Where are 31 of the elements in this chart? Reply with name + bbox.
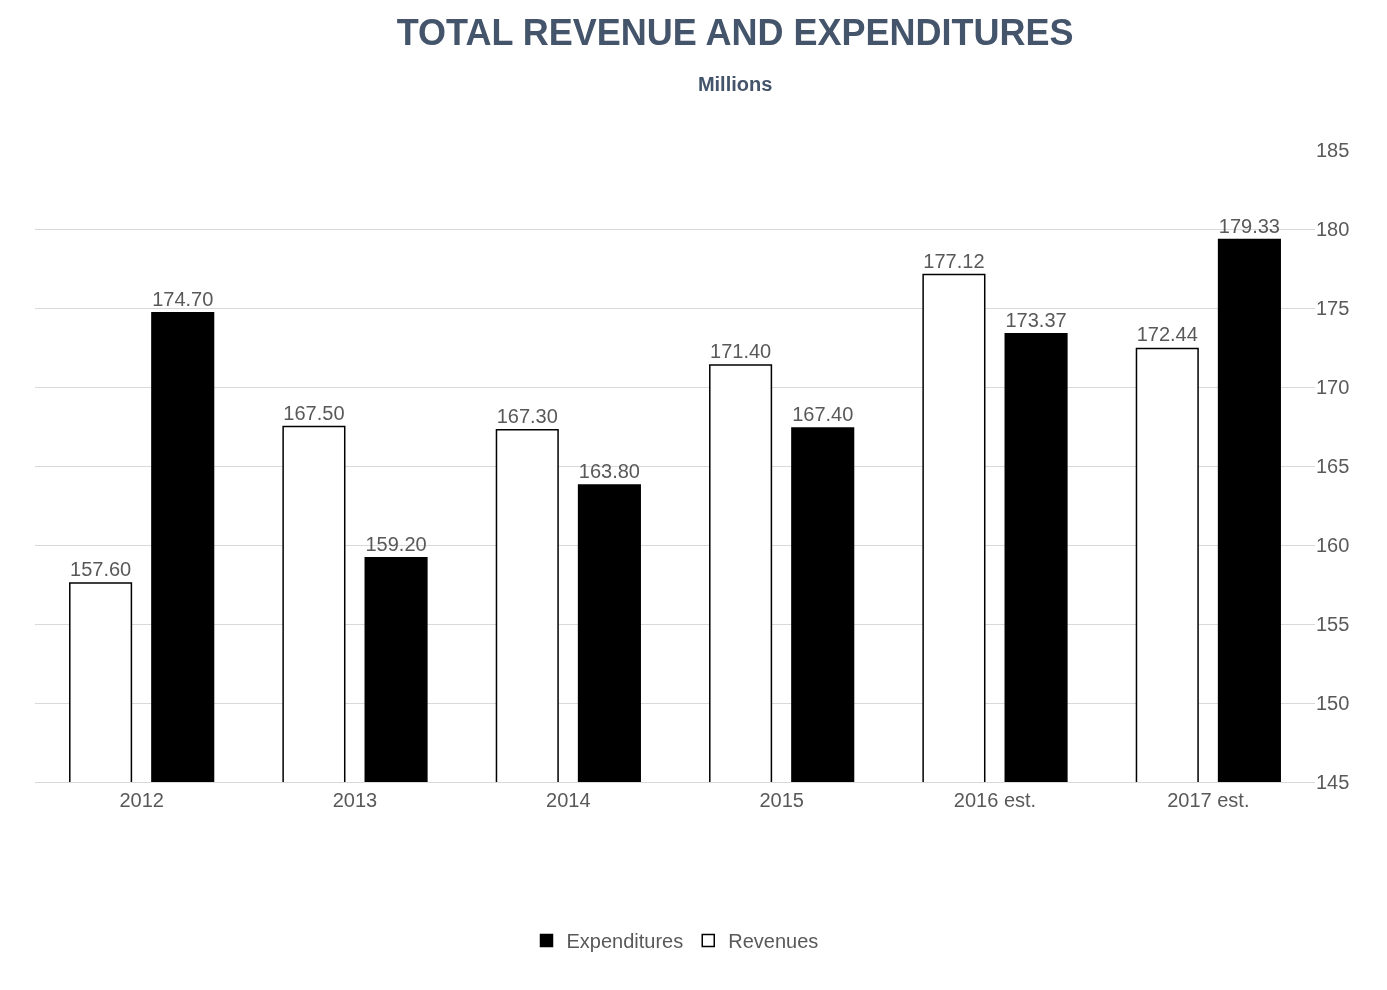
- data-label: 177.12: [923, 249, 985, 272]
- x-tick-label: 2012: [119, 789, 164, 811]
- x-tick-label: 2016 est.: [953, 789, 1037, 811]
- y-tick-label: 185: [1316, 139, 1350, 161]
- data-label: 173.37: [1005, 308, 1067, 331]
- legend-label: Expenditures: [566, 930, 684, 953]
- legend-label: Revenues: [728, 930, 819, 953]
- data-label: 172.44: [1136, 323, 1198, 346]
- x-tick-label: 2017 est.: [1167, 789, 1250, 811]
- chart-title: TOTAL REVENUE AND EXPENDITURES: [396, 11, 1074, 53]
- data-label: 167.40: [792, 403, 854, 426]
- data-label: 171.40: [710, 339, 772, 362]
- data-label: 157.60: [70, 557, 132, 580]
- x-tick-label: 2014: [546, 789, 591, 811]
- data-label: 167.30: [496, 404, 558, 427]
- y-tick-label: 155: [1316, 613, 1350, 635]
- y-tick-label: 150: [1316, 692, 1350, 714]
- data-label: 167.50: [283, 401, 345, 424]
- data-label: 179.33: [1218, 214, 1280, 237]
- x-tick-label: 2013: [332, 789, 378, 811]
- data-label: 174.70: [152, 287, 214, 310]
- data-label: 163.80: [578, 459, 640, 482]
- y-tick-label: 145: [1316, 771, 1350, 793]
- data-label: 159.20: [365, 532, 427, 555]
- y-tick-label: 180: [1316, 218, 1350, 240]
- y-tick-label: 170: [1316, 376, 1350, 398]
- y-tick-label: 175: [1316, 297, 1350, 319]
- chart-subtitle: Millions: [697, 73, 773, 96]
- y-tick-label: 160: [1316, 534, 1350, 556]
- x-tick-label: 2015: [759, 789, 804, 811]
- y-tick-label: 165: [1316, 455, 1350, 477]
